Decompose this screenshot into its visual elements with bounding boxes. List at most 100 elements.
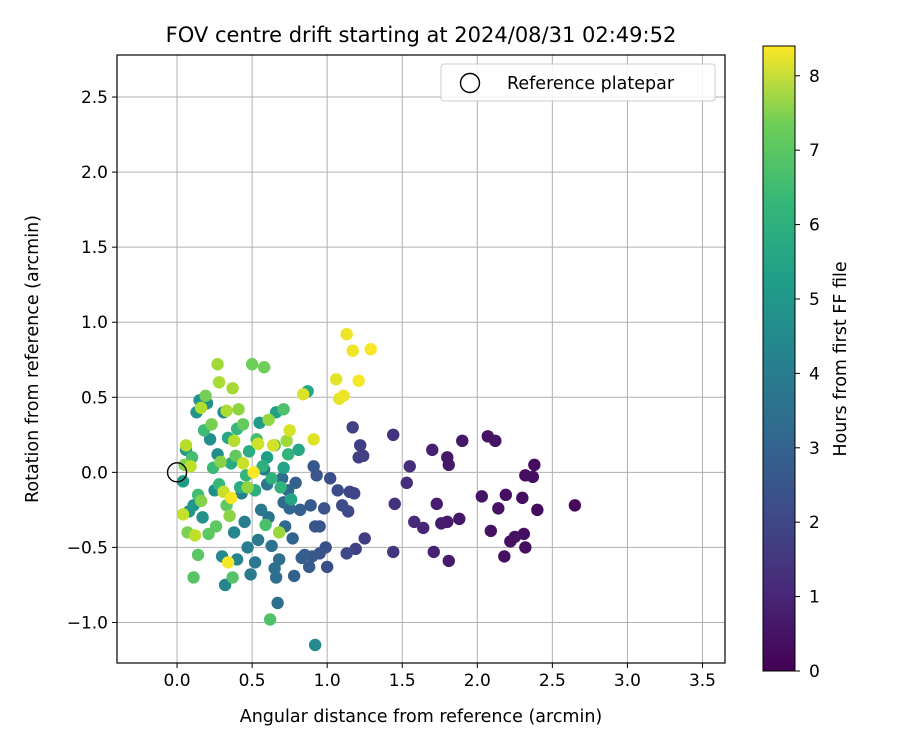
- data-point: [498, 550, 511, 563]
- data-point: [302, 560, 316, 574]
- y-axis-label: Rotation from reference (arcmin): [23, 215, 43, 503]
- data-point: [226, 382, 239, 395]
- colorbar-tick-label: 8: [809, 67, 820, 87]
- data-point: [241, 481, 254, 494]
- data-point: [241, 541, 254, 554]
- y-tick-label: 2.5: [81, 88, 108, 108]
- data-point: [296, 388, 310, 401]
- data-point: [504, 535, 517, 548]
- data-point: [340, 328, 353, 341]
- data-point: [187, 571, 200, 584]
- x-tick-label: 3.0: [614, 671, 641, 691]
- data-point: [528, 458, 541, 472]
- data-point: [272, 526, 286, 539]
- data-point: [191, 548, 205, 562]
- data-point: [323, 472, 337, 485]
- data-point: [358, 532, 371, 545]
- data-point: [194, 494, 208, 508]
- y-tick-label: 1.5: [81, 238, 108, 258]
- data-point: [364, 343, 377, 356]
- data-point: [236, 418, 250, 431]
- colorbar-tick-label: 0: [809, 662, 820, 682]
- data-point: [475, 490, 488, 503]
- data-point: [268, 562, 281, 575]
- x-tick-label: 0.0: [164, 671, 191, 691]
- legend-marker: [459, 72, 481, 94]
- data-point: [179, 439, 193, 452]
- data-point: [289, 476, 302, 490]
- data-point: [499, 488, 513, 502]
- data-point: [519, 469, 532, 482]
- x-axis-ticks: 0.0 0.5 1.0 1.5 2.0 2.5 3.0 3.5: [164, 663, 716, 691]
- data-point: [280, 434, 293, 448]
- data-point: [263, 613, 277, 626]
- data-point: [194, 401, 208, 414]
- data-point: [387, 545, 400, 559]
- data-point: [481, 430, 495, 443]
- data-point: [308, 638, 322, 652]
- data-point: [453, 512, 466, 526]
- data-point: [229, 449, 242, 463]
- colorbar-tick-label: 5: [809, 290, 820, 310]
- data-point: [199, 389, 212, 402]
- data-point: [442, 554, 455, 568]
- legend-box: [440, 63, 716, 102]
- data-point: [417, 521, 430, 535]
- data-point: [242, 445, 256, 458]
- data-point: [184, 460, 197, 473]
- data-point: [202, 527, 215, 541]
- y-axis-ticks: −1.0 −0.5 0.0 0.5 1.0 1.5 2.0 2.5: [67, 88, 117, 633]
- data-point: [304, 499, 317, 512]
- colorbar-tick-label: 6: [809, 216, 820, 236]
- colorbar-label: Hours from first FF file: [831, 261, 851, 456]
- y-tick-label: 1.0: [81, 313, 108, 333]
- x-tick-label: 2.5: [539, 671, 566, 691]
- data-point: [329, 373, 343, 386]
- data-point: [209, 520, 223, 533]
- data-point: [262, 413, 275, 426]
- colorbar-tick-label: 1: [809, 588, 820, 608]
- data-point: [435, 517, 448, 530]
- data-point: [320, 560, 334, 574]
- data-point: [266, 439, 280, 452]
- data-point: [211, 358, 224, 371]
- data-point: [284, 493, 298, 506]
- data-point: [331, 484, 344, 497]
- data-point: [568, 499, 582, 512]
- data-point: [400, 476, 413, 490]
- data-point: [286, 532, 299, 545]
- data-point: [251, 533, 265, 547]
- data-point: [196, 511, 209, 524]
- data-point: [293, 503, 307, 517]
- data-point: [245, 358, 259, 371]
- data-point: [247, 466, 260, 479]
- data-point: [212, 376, 226, 389]
- data-point: [251, 437, 265, 451]
- data-point: [205, 418, 218, 431]
- data-point: [531, 503, 544, 517]
- data-point: [387, 428, 400, 442]
- data-point: [265, 539, 278, 553]
- plot-frame: [116, 54, 726, 664]
- chart-title: FOV centre drift starting at 2024/08/31 …: [166, 23, 677, 47]
- data-point: [256, 460, 269, 473]
- data-point: [492, 502, 505, 515]
- reference-point: [166, 462, 188, 483]
- data-point: [257, 361, 271, 374]
- data-point: [307, 460, 320, 473]
- data-point: [236, 457, 250, 470]
- data-points: [176, 328, 582, 652]
- data-point: [308, 520, 322, 533]
- data-point: [176, 508, 190, 521]
- data-point: [516, 491, 529, 505]
- x-tick-label: 1.0: [314, 671, 341, 691]
- data-point: [343, 485, 356, 499]
- data-point: [259, 518, 272, 532]
- data-point: [340, 547, 353, 560]
- data-point: [265, 472, 278, 485]
- data-point: [274, 481, 287, 494]
- data-point: [388, 497, 401, 511]
- data-point: [307, 433, 320, 446]
- data-point: [232, 403, 245, 416]
